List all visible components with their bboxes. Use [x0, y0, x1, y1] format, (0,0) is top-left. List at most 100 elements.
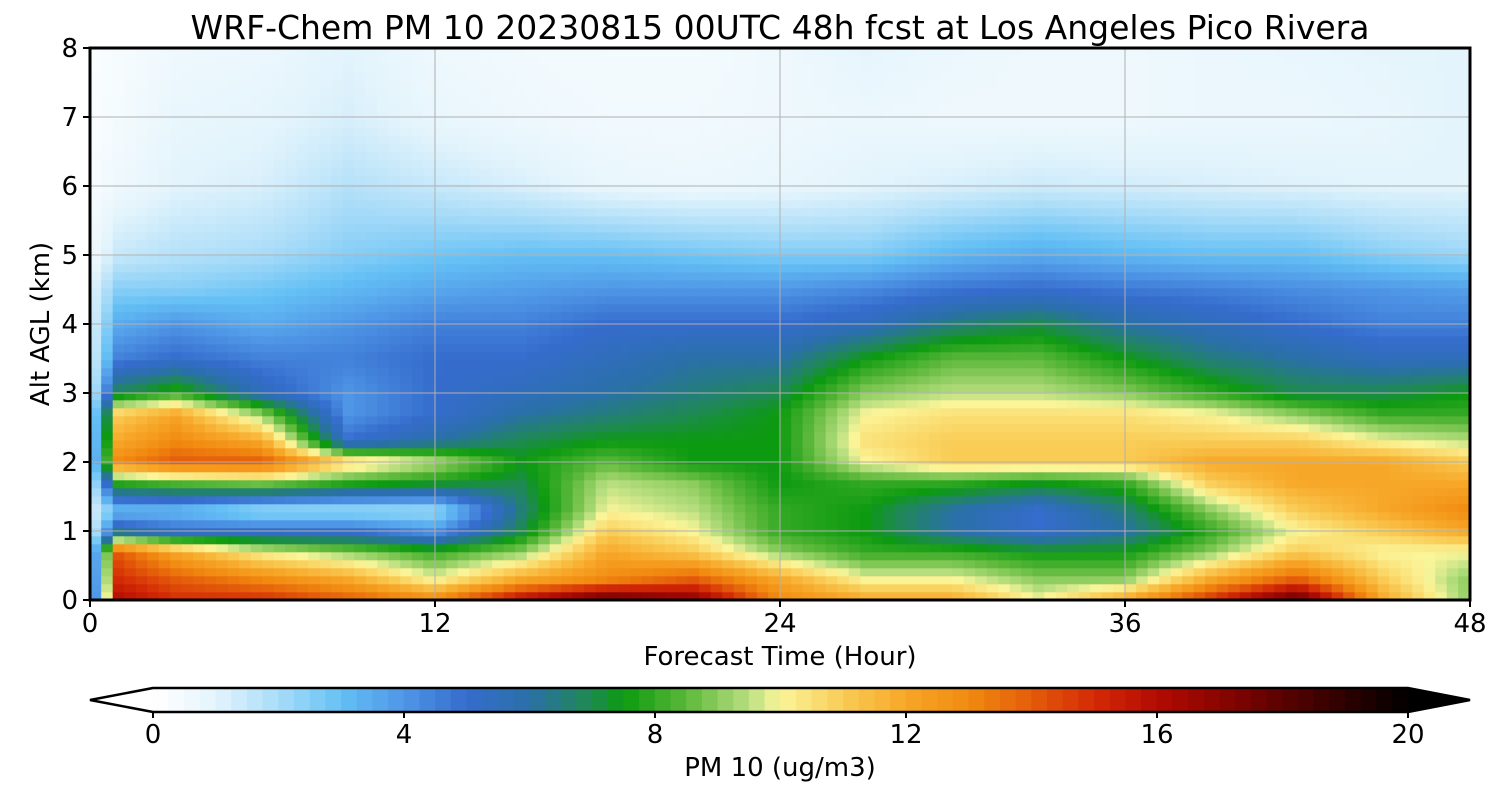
- heatmap-cell: [595, 79, 608, 89]
- heatmap-cell: [607, 103, 620, 113]
- heatmap-cell: [687, 407, 700, 417]
- heatmap-cell: [595, 495, 608, 505]
- heatmap-cell: [653, 359, 666, 369]
- heatmap-cell: [377, 199, 390, 209]
- heatmap-cell: [699, 351, 712, 361]
- heatmap-cell: [377, 455, 390, 465]
- heatmap-cell: [308, 343, 321, 353]
- heatmap-cell: [618, 351, 631, 361]
- heatmap-cell: [262, 559, 275, 569]
- heatmap-cell: [227, 119, 240, 129]
- heatmap-cell: [181, 359, 194, 369]
- heatmap-cell: [572, 231, 585, 241]
- heatmap-cell: [526, 391, 539, 401]
- heatmap-cell: [549, 79, 562, 89]
- heatmap-cell: [354, 455, 367, 465]
- heatmap-cell: [871, 207, 884, 217]
- heatmap-cell: [618, 303, 631, 313]
- heatmap-cell: [871, 487, 884, 497]
- heatmap-cell: [469, 311, 482, 321]
- heatmap-cell: [630, 111, 643, 121]
- heatmap-cell: [503, 479, 516, 489]
- heatmap-cell: [906, 215, 919, 225]
- heatmap-cell: [687, 415, 700, 425]
- heatmap-cell: [768, 535, 781, 545]
- heatmap-cell: [216, 311, 229, 321]
- heatmap-cell: [296, 111, 309, 121]
- heatmap-cell: [883, 423, 896, 433]
- heatmap-cell: [883, 159, 896, 169]
- heatmap-cell: [135, 295, 148, 305]
- heatmap-cell: [618, 583, 631, 593]
- heatmap-cell: [89, 255, 102, 265]
- heatmap-cell: [342, 175, 355, 185]
- heatmap-cell: [492, 103, 505, 113]
- heatmap-cell: [354, 375, 367, 385]
- heatmap-cell: [733, 175, 746, 185]
- heatmap-cell: [837, 207, 850, 217]
- heatmap-cell: [745, 423, 758, 433]
- heatmap-cell: [308, 543, 321, 553]
- heatmap-cell: [308, 511, 321, 521]
- heatmap-cell: [883, 591, 896, 601]
- heatmap-cell: [917, 455, 930, 465]
- heatmap-cell: [158, 575, 171, 585]
- heatmap-cell: [400, 559, 413, 569]
- heatmap-cell: [802, 335, 815, 345]
- heatmap-cell: [515, 63, 528, 73]
- heatmap-cell: [170, 295, 183, 305]
- heatmap-cell: [676, 175, 689, 185]
- heatmap-cell: [446, 527, 459, 537]
- heatmap-cell: [124, 231, 137, 241]
- heatmap-cell: [285, 519, 298, 529]
- heatmap-cell: [641, 199, 654, 209]
- heatmap-cell: [641, 87, 654, 97]
- heatmap-cell: [779, 159, 792, 169]
- heatmap-cell: [216, 439, 229, 449]
- heatmap-cell: [112, 127, 125, 137]
- heatmap-cell: [676, 167, 689, 177]
- heatmap-cell: [710, 559, 723, 569]
- heatmap-cell: [250, 375, 263, 385]
- heatmap-cell: [147, 415, 160, 425]
- heatmap-cell: [814, 399, 827, 409]
- heatmap-cell: [492, 335, 505, 345]
- heatmap-cell: [538, 271, 551, 281]
- heatmap-cell: [860, 271, 873, 281]
- heatmap-cell: [572, 519, 585, 529]
- heatmap-cell: [607, 215, 620, 225]
- heatmap-cell: [296, 79, 309, 89]
- heatmap-cell: [687, 439, 700, 449]
- heatmap-cell: [906, 463, 919, 473]
- heatmap-cell: [825, 423, 838, 433]
- heatmap-cell: [216, 567, 229, 577]
- heatmap-cell: [607, 311, 620, 321]
- heatmap-cell: [883, 103, 896, 113]
- heatmap-cell: [181, 527, 194, 537]
- heatmap-cell: [860, 143, 873, 153]
- heatmap-cell: [917, 399, 930, 409]
- heatmap-cell: [480, 463, 493, 473]
- heatmap-cell: [354, 55, 367, 65]
- heatmap-cell: [446, 471, 459, 481]
- heatmap-cell: [319, 327, 332, 337]
- heatmap-cell: [216, 287, 229, 297]
- heatmap-cell: [630, 495, 643, 505]
- heatmap-cell: [676, 127, 689, 137]
- heatmap-cell: [538, 415, 551, 425]
- heatmap-cell: [204, 407, 217, 417]
- heatmap-cell: [710, 335, 723, 345]
- heatmap-cell: [354, 527, 367, 537]
- heatmap-cell: [561, 455, 574, 465]
- heatmap-cell: [664, 247, 677, 257]
- heatmap-cell: [112, 327, 125, 337]
- heatmap-cell: [538, 183, 551, 193]
- heatmap-cell: [342, 207, 355, 217]
- heatmap-cell: [825, 207, 838, 217]
- heatmap-cell: [526, 191, 539, 201]
- heatmap-cell: [434, 231, 447, 241]
- heatmap-cell: [135, 207, 148, 217]
- heatmap-cell: [331, 407, 344, 417]
- heatmap-cell: [687, 55, 700, 65]
- heatmap-cell: [733, 47, 746, 57]
